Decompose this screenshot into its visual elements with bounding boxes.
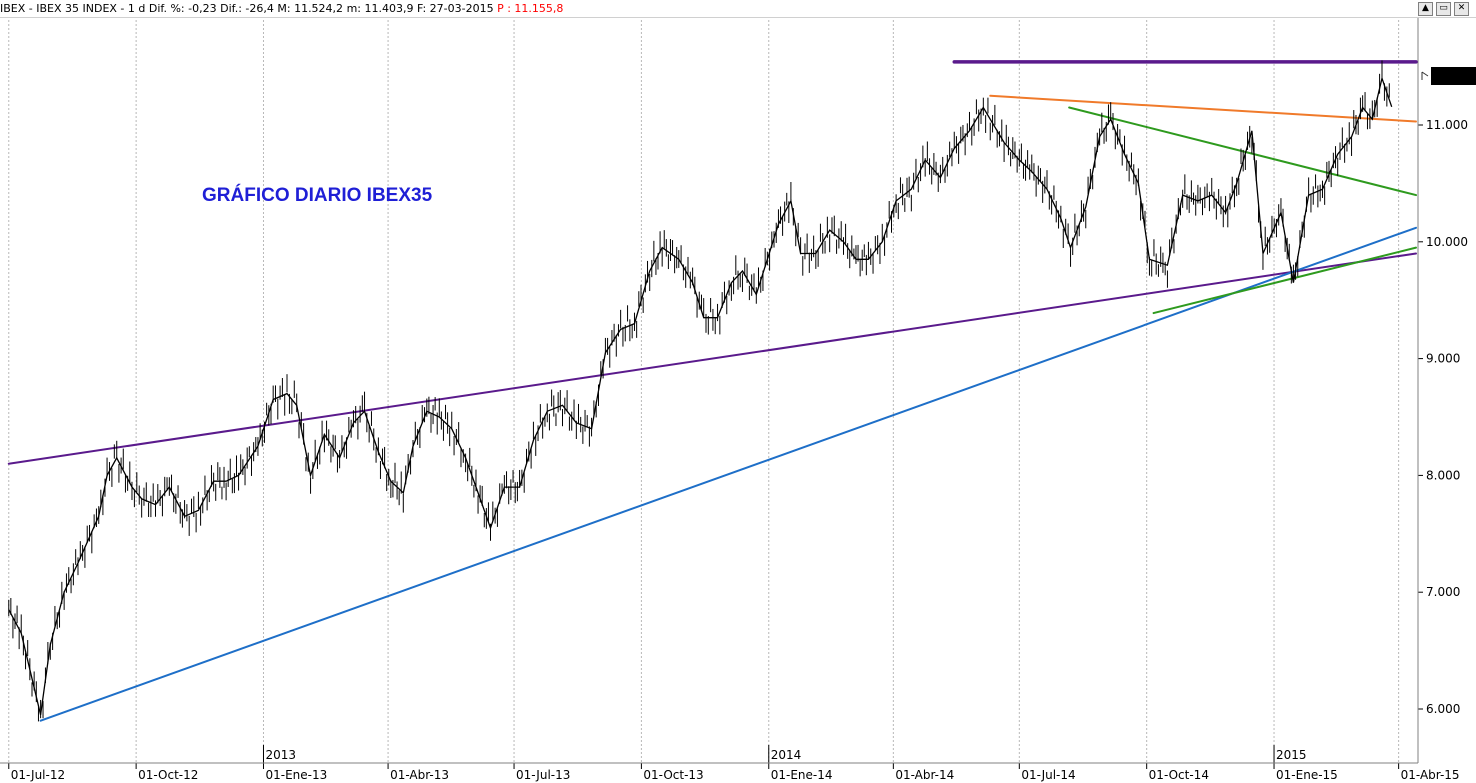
- trendline-green: [1068, 106, 1417, 197]
- trendlines: [7, 60, 1418, 722]
- axes: [0, 18, 1419, 764]
- y-tick-label: 7.000: [1426, 585, 1460, 599]
- x-tick-label: 01-Ene-15: [1276, 768, 1338, 782]
- x-tick-label: 01-Jul-14: [1021, 768, 1075, 782]
- year-label: 2014: [771, 748, 802, 762]
- min-label: m: 11.403,9: [346, 2, 414, 15]
- price-line: [8, 75, 1393, 715]
- date-label: F: 27-03-2015: [416, 2, 494, 15]
- x-tick-label: 01-Ene-13: [265, 768, 327, 782]
- ticker-label: IBEX - IBEX 35 INDEX -: [0, 2, 125, 15]
- chart-annotation: GRÁFICO DIARIO IBEX35: [202, 184, 433, 206]
- period-label: 1 d: [127, 2, 146, 15]
- x-tick-label: 01-Abr-15: [1401, 768, 1460, 782]
- price-series: [8, 60, 1393, 722]
- x-tick-label: 01-Abr-14: [895, 768, 954, 782]
- trendline-blue: [39, 226, 1417, 722]
- close-window-icon[interactable]: ✕: [1454, 2, 1469, 16]
- grid-lines: [8, 20, 1423, 769]
- x-tick-label: 01-Abr-13: [390, 768, 449, 782]
- y-tick-label: 11.000: [1426, 118, 1468, 132]
- year-label: 2013: [265, 748, 296, 762]
- y-tick-label: 10.000: [1426, 235, 1468, 249]
- price-pointer-icon: [1421, 71, 1429, 80]
- restore-window-icon[interactable]: ▭: [1436, 2, 1451, 16]
- x-tick-label: 01-Jul-13: [516, 768, 570, 782]
- chart-title-bar: IBEX - IBEX 35 INDEX - 1 d Dif. %: -0,23…: [0, 0, 1476, 18]
- y-tick-label: 8.000: [1426, 468, 1460, 482]
- last-price-marker: [1431, 67, 1476, 85]
- x-tick-label: 01-Oct-14: [1149, 768, 1209, 782]
- max-label: M: 11.524,2: [277, 2, 344, 15]
- y-tick-label: 6.000: [1426, 702, 1460, 716]
- year-label: 2015: [1276, 748, 1307, 762]
- dif-pct-label: Dif. %: -0,23: [148, 2, 217, 15]
- axis-labels: 01-Jul-12 01-Oct-12 01-Ene-13 01-Abr-13 01-J…: [11, 118, 1468, 782]
- scroll-up-icon[interactable]: ▲: [1418, 2, 1433, 16]
- x-tick-label: 01-Oct-12: [138, 768, 198, 782]
- trendline-orange: [989, 94, 1417, 123]
- dif-label: Dif.: -26,4: [220, 2, 274, 15]
- x-tick-label: 01-Oct-13: [643, 768, 703, 782]
- x-tick-label: 01-Jul-12: [11, 768, 65, 782]
- trendline-purple: [7, 252, 1417, 465]
- trendline-green: [1152, 246, 1417, 315]
- x-tick-label: 01-Ene-14: [771, 768, 833, 782]
- y-tick-label: 9.000: [1426, 352, 1460, 366]
- price-label: P : 11.155,8: [497, 2, 564, 15]
